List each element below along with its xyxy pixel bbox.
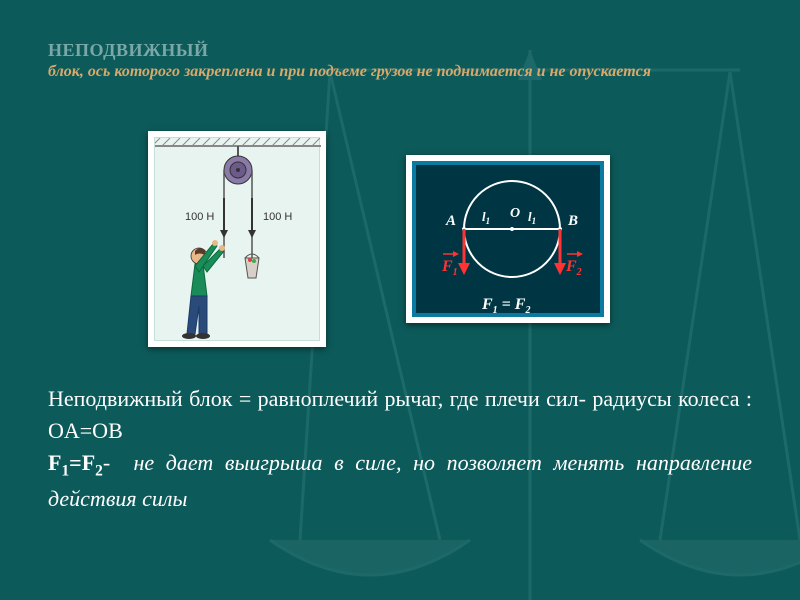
desc-line2: не дает выигрыша в силе, но позволяет ме… bbox=[48, 450, 752, 511]
fig1-left-force: 100 Н bbox=[185, 211, 214, 223]
figure-2-frame: A B O l1 l1 F1 F2 F1 = F2 bbox=[406, 155, 610, 323]
svg-text:B: B bbox=[567, 213, 578, 229]
desc-line1: Неподвижный блок = равноплечий рычаг, гд… bbox=[48, 386, 752, 443]
fig1-right-force: 100 Н bbox=[263, 211, 292, 223]
figure-1: 100 Н 100 Н bbox=[154, 137, 320, 341]
figure-1-frame: 100 Н 100 Н bbox=[148, 131, 326, 347]
svg-text:F1: F1 bbox=[441, 258, 458, 278]
svg-text:O: O bbox=[510, 206, 520, 221]
svg-text:l1: l1 bbox=[482, 209, 490, 226]
description: Неподвижный блок = равноплечий рычаг, гд… bbox=[48, 383, 752, 514]
svg-text:A: A bbox=[445, 213, 456, 229]
desc-formula: F1=F2 bbox=[48, 450, 103, 475]
slide-title: НЕПОДВИЖНЫЙ bbox=[48, 40, 752, 61]
figure-2: A B O l1 l1 F1 F2 F1 = F2 bbox=[412, 161, 604, 317]
svg-text:F1 = F2: F1 = F2 bbox=[481, 296, 530, 316]
svg-text:F2: F2 bbox=[565, 258, 582, 278]
figures-row: 100 Н 100 Н bbox=[148, 131, 752, 347]
desc-dash: - bbox=[103, 450, 110, 475]
slide-subtitle: блок, ось которого закреплена и при подъ… bbox=[48, 63, 752, 81]
svg-text:l1: l1 bbox=[528, 209, 536, 226]
slide-content: НЕПОДВИЖНЫЙ блок, ось которого закреплен… bbox=[0, 0, 800, 554]
